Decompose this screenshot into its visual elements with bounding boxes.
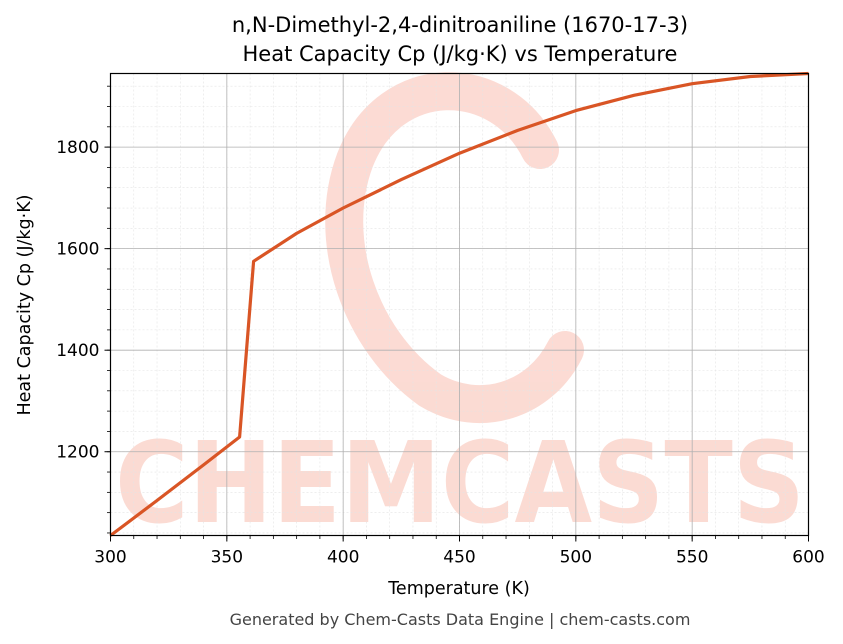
chart-subtitle: Heat Capacity Cp (J/kg·K) vs Temperature — [243, 42, 678, 66]
x-tick-label: 600 — [792, 548, 824, 568]
x-tick-label: 500 — [560, 548, 592, 568]
watermark: CHEMCASTS — [115, 72, 805, 549]
x-ticks — [110, 535, 809, 542]
x-tick-label: 450 — [443, 548, 475, 568]
x-axis-label: Temperature (K) — [387, 579, 530, 599]
series-line — [109, 71, 809, 537]
y-axis-label: Heat Capacity Cp (J/kg·K) — [15, 195, 35, 416]
x-tick-label: 550 — [676, 548, 708, 568]
x-tick-labels: 300 350 400 450 500 550 600 — [94, 548, 824, 568]
y-tick-label: 1400 — [56, 341, 99, 361]
footer-credit: Generated by Chem-Casts Data Engine | ch… — [230, 610, 691, 629]
y-tick-label: 1800 — [56, 138, 99, 158]
x-tick-label: 300 — [94, 548, 126, 568]
y-ticks — [104, 85, 111, 534]
watermark-text: CHEMCASTS — [115, 419, 805, 549]
x-tick-label: 350 — [211, 548, 243, 568]
y-tick-label: 1200 — [56, 443, 99, 463]
x-tick-label: 400 — [327, 548, 359, 568]
chart-title: n,N-Dimethyl-2,4-dinitroaniline (1670-17… — [232, 13, 688, 37]
y-tick-label: 1600 — [56, 240, 99, 260]
y-tick-labels: 1200 1400 1600 1800 — [56, 138, 99, 463]
watermark-logo-arc — [325, 72, 584, 423]
